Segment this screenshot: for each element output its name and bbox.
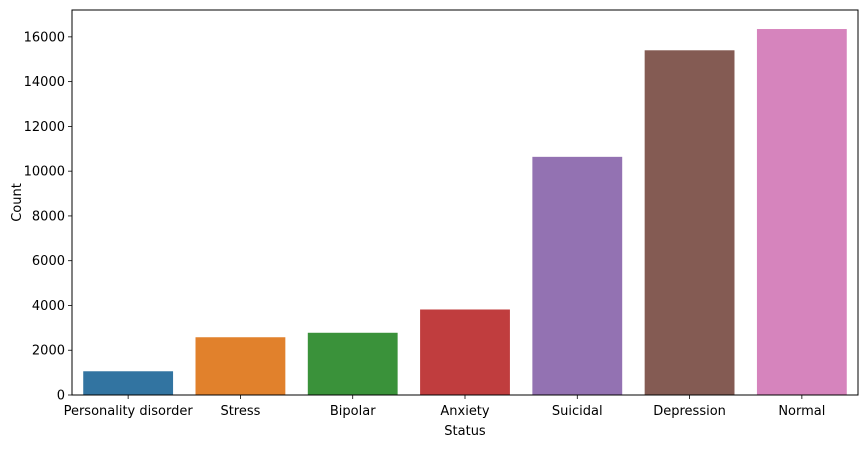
- x-tick-label: Normal: [778, 404, 825, 419]
- y-tick-label: 8000: [32, 209, 65, 224]
- bar-normal: [756, 29, 847, 396]
- x-tick-label: Stress: [220, 404, 260, 419]
- bar-suicidal: [532, 156, 623, 395]
- bar-depression: [644, 50, 735, 395]
- bar-personality-disorder: [83, 371, 174, 395]
- y-axis-ticks: 0 2000 4000 6000 8000 10000 12000 14000 16000: [24, 30, 72, 404]
- x-axis-ticks: Personality disorder Stress Bipolar Anxiety…: [64, 395, 825, 419]
- x-axis-label: Status: [444, 424, 486, 439]
- x-tick-label: Anxiety: [440, 404, 490, 419]
- y-tick-label: 0: [57, 389, 65, 404]
- x-tick-label: Depression: [653, 404, 726, 419]
- y-axis-label: Count: [10, 183, 25, 222]
- x-tick-label: Bipolar: [330, 404, 376, 419]
- y-tick-label: 2000: [32, 344, 65, 359]
- bar-stress: [195, 337, 286, 395]
- bar-bipolar: [307, 332, 398, 395]
- x-tick-label: Personality disorder: [64, 404, 194, 419]
- y-tick-label: 6000: [32, 254, 65, 269]
- y-tick-label: 12000: [24, 120, 65, 135]
- bars-layer: [83, 29, 847, 396]
- plot-frame: [71, 9, 859, 396]
- y-tick-label: 14000: [24, 75, 65, 90]
- y-tick-label: 10000: [24, 165, 65, 180]
- y-tick-label: 16000: [24, 30, 65, 45]
- x-tick-label: Suicidal: [552, 404, 603, 419]
- y-tick-label: 4000: [32, 299, 65, 314]
- bar-anxiety: [420, 309, 510, 395]
